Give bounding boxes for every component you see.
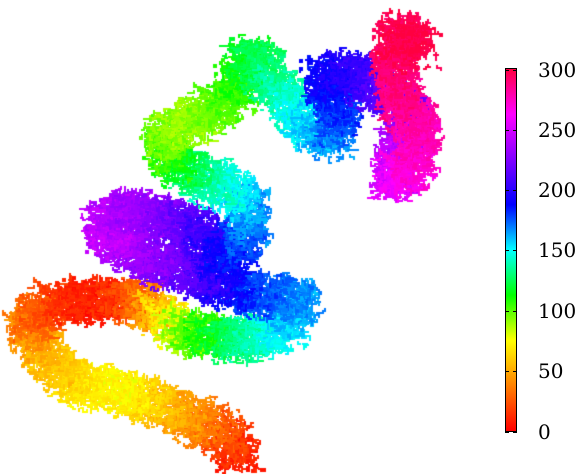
colorbar-tick-label: 0 [538,420,551,444]
colorbar-tick-mark [513,190,517,191]
colorbar-tick-mark [505,371,509,372]
colorbar-tick-label: 50 [538,359,564,383]
colorbar-tick-label: 250 [538,118,577,142]
colorbar-tick-mark [513,432,517,433]
colorbar-tick-label: 150 [538,238,577,262]
colorbar-tick-mark [505,190,509,191]
colorbar-tick-mark [505,70,509,71]
colorbar-tick-mark [513,371,517,372]
colorbar-tick-mark [513,70,517,71]
colorbar-tick-label: 300 [538,58,577,82]
colorbar-tick-mark [513,311,517,312]
colorbar-tick-mark [505,130,509,131]
colorbar-tick-mark [505,311,509,312]
colorbar-tick-label: 100 [538,299,577,323]
colorbar-tick-mark [505,250,509,251]
colorbar-tick-mark [513,130,517,131]
colorbar-tick-label: 200 [538,178,577,202]
colorbar-tick-mark [505,432,509,433]
colorbar-tick-mark [513,250,517,251]
